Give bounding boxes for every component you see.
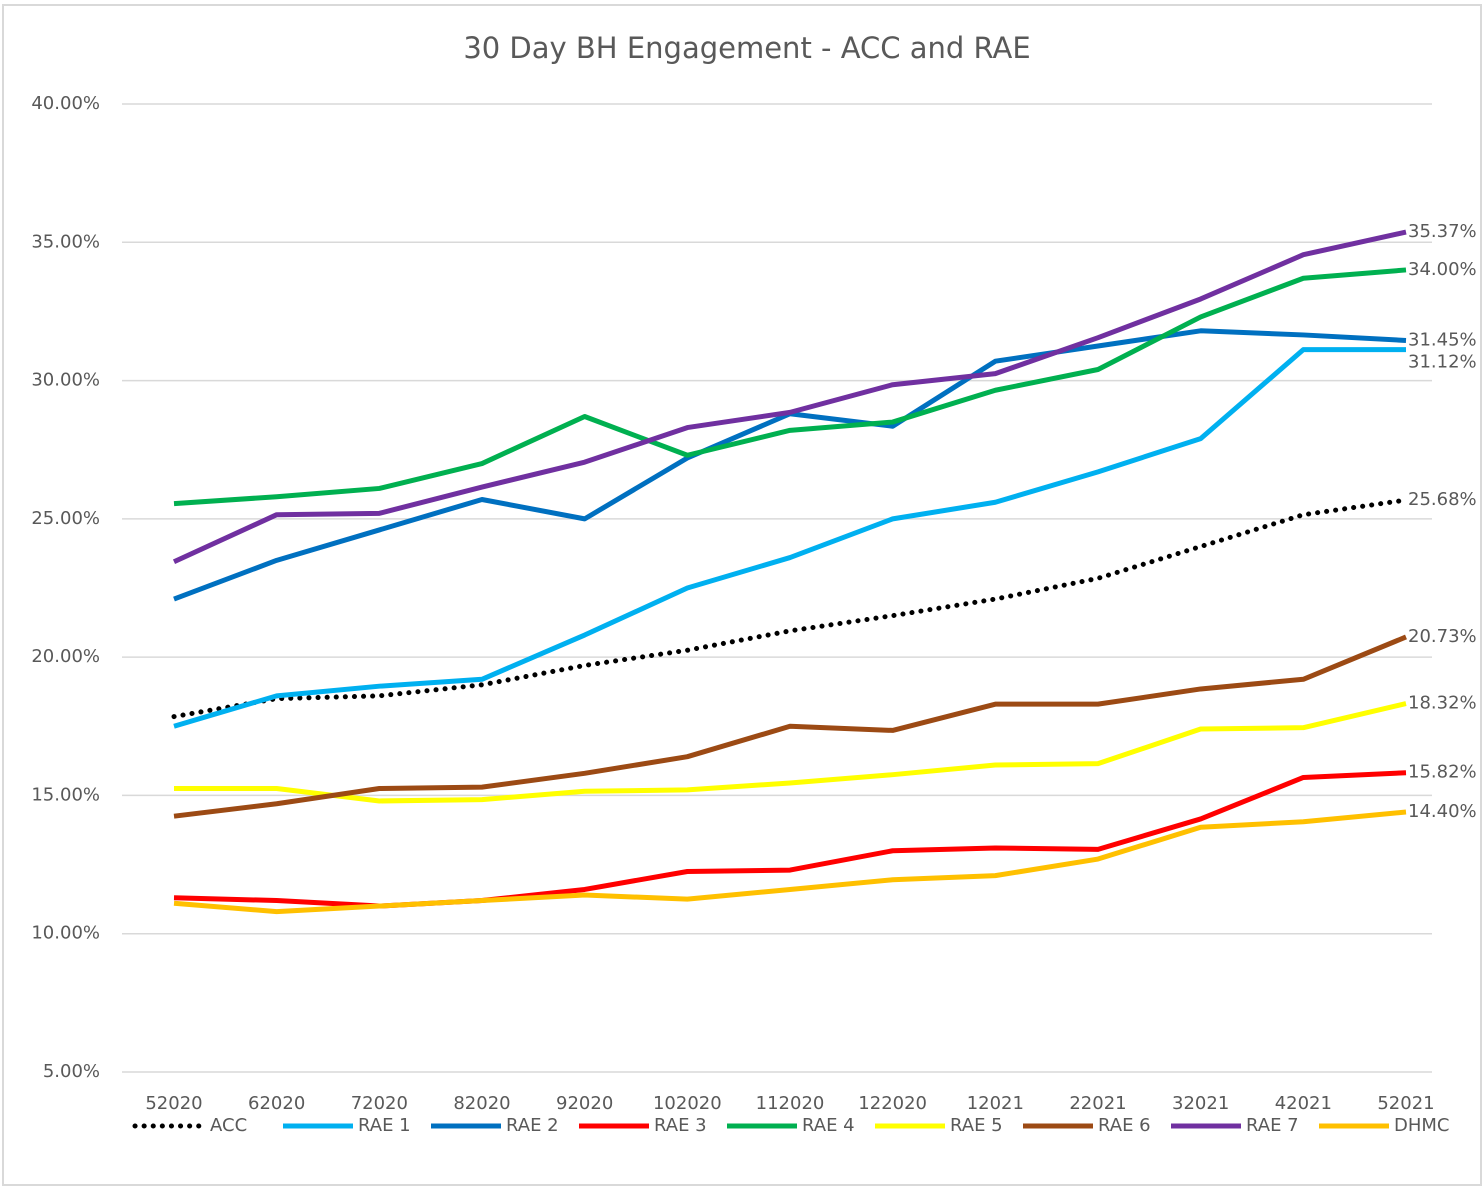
- x-tick-label: 12021: [967, 1093, 1024, 1114]
- legend-label: RAE 5: [950, 1115, 1003, 1136]
- series-line: [172, 229, 1407, 564]
- chart-frame: [2, 4, 1482, 1186]
- legend-label: ACC: [210, 1115, 247, 1136]
- y-tick-label: 35.00%: [31, 231, 100, 252]
- y-tick-label: 10.00%: [31, 923, 100, 944]
- x-tick-label: 22021: [1069, 1093, 1126, 1114]
- data-label: 14.40%: [1408, 801, 1477, 822]
- data-label: 34.00%: [1408, 259, 1477, 280]
- legend-label: RAE 1: [358, 1115, 411, 1136]
- legend-label: RAE 6: [1098, 1115, 1151, 1136]
- x-tick-label: 82020: [453, 1093, 510, 1114]
- data-label: 15.82%: [1408, 762, 1477, 783]
- y-tick-label: 25.00%: [31, 508, 100, 529]
- x-tick-label: 112020: [756, 1093, 825, 1114]
- x-tick-label: 52021: [1377, 1093, 1434, 1114]
- legend-label: RAE 4: [802, 1115, 855, 1136]
- legend-label: RAE 3: [654, 1115, 707, 1136]
- x-tick-label: 72020: [351, 1093, 408, 1114]
- x-tick-label: 32021: [1172, 1093, 1229, 1114]
- series-line: [173, 634, 1407, 819]
- data-label: 18.32%: [1408, 693, 1477, 714]
- data-label: 31.45%: [1408, 329, 1477, 350]
- x-tick-label: 42021: [1275, 1093, 1332, 1114]
- series-line: [174, 701, 1407, 804]
- chart-title: 30 Day BH Engagement - ACC and RAE: [463, 31, 1030, 65]
- legend-label: RAE 2: [506, 1115, 559, 1136]
- y-tick-label: 20.00%: [31, 646, 100, 667]
- legend-label: DHMC: [1394, 1115, 1450, 1136]
- x-tick-label: 122020: [858, 1093, 927, 1114]
- series-line: [173, 347, 1406, 729]
- data-label: 35.37%: [1408, 221, 1477, 242]
- y-tick-label: 40.00%: [31, 93, 100, 114]
- x-tick-label: 62020: [248, 1093, 305, 1114]
- data-label: 20.73%: [1408, 626, 1477, 647]
- data-label: 25.68%: [1408, 489, 1477, 510]
- y-tick-label: 30.00%: [31, 370, 100, 391]
- x-tick-label: 92020: [556, 1093, 613, 1114]
- series-line: [173, 809, 1407, 915]
- x-tick-label: 102020: [653, 1093, 722, 1114]
- data-label: 31.12%: [1408, 351, 1477, 372]
- x-tick-label: 52020: [145, 1093, 202, 1114]
- series-line: [173, 267, 1407, 507]
- y-tick-label: 15.00%: [31, 784, 100, 805]
- y-tick-label: 5.00%: [43, 1061, 100, 1082]
- series-line: [171, 497, 1409, 720]
- legend-label: RAE 7: [1246, 1115, 1299, 1136]
